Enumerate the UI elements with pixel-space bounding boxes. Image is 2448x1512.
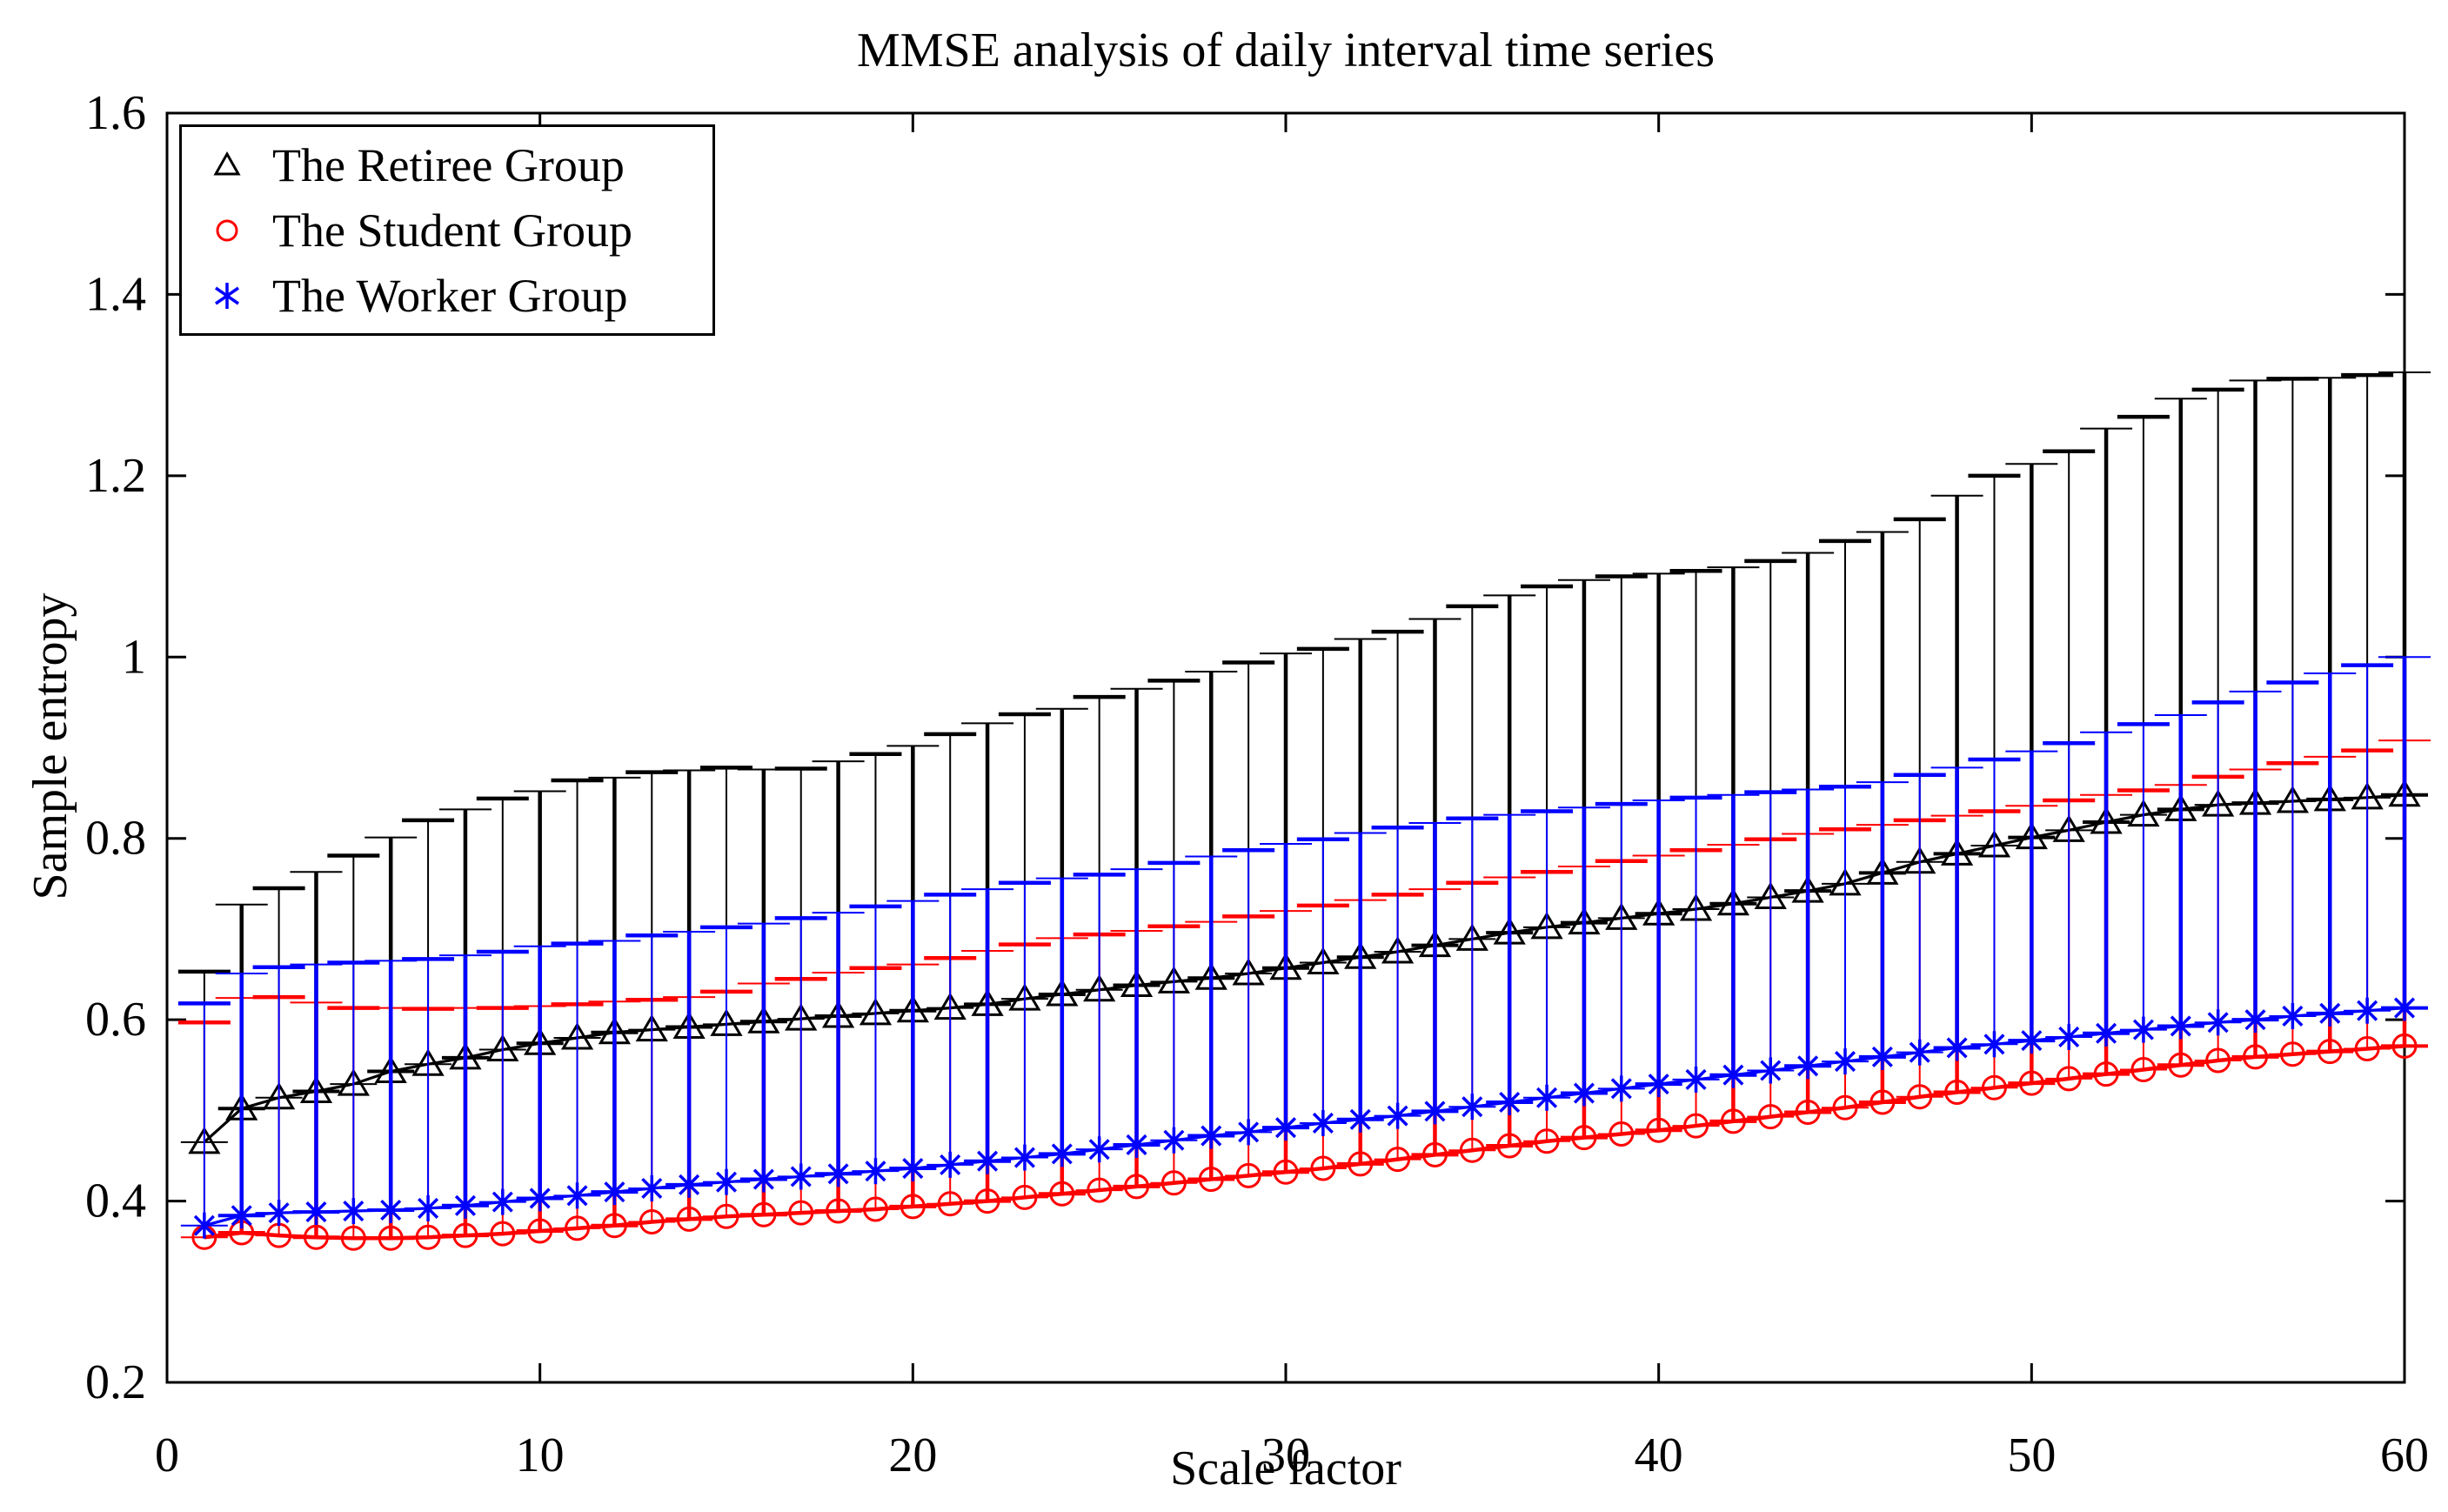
y-tick-label: 1.6	[85, 86, 146, 140]
x-tick-label: 50	[2007, 1428, 2056, 1482]
legend-label: The Student Group	[272, 204, 632, 257]
x-tick-label: 40	[1635, 1428, 1683, 1482]
y-tick-label: 1	[122, 630, 146, 684]
chart-title: MMSE analysis of daily interval time ser…	[856, 23, 1716, 77]
axis-ticks: 0 10 20 30 40 50 60 0.2 0.4 0.6 0.8 1 1.2 1.4 1.6	[85, 86, 2429, 1482]
y-tick-label: 0.2	[85, 1355, 146, 1409]
x-axis-label: Scale factor	[1170, 1442, 1401, 1495]
y-tick-label: 1.4	[85, 267, 146, 321]
legend-item-student: The Student Group	[182, 197, 712, 263]
legend-item-worker: The Worker Group	[182, 263, 712, 328]
y-tick-label: 0.6	[85, 993, 146, 1047]
circle-marker-icon	[182, 204, 272, 257]
legend-label: The Retiree Group	[272, 138, 625, 191]
legend-item-retiree: The Retiree Group	[182, 132, 712, 197]
asterisk-marker-icon	[182, 270, 272, 322]
y-tick-label: 1.2	[85, 449, 146, 503]
y-tick-label: 0.4	[85, 1174, 146, 1228]
x-tick-label: 10	[516, 1428, 565, 1482]
y-tick-label: 0.8	[85, 812, 146, 866]
y-axis-label: Sample entropy	[23, 592, 77, 900]
legend-label: The Worker Group	[272, 269, 628, 322]
x-tick-label: 60	[2380, 1428, 2429, 1482]
x-tick-label: 20	[888, 1428, 937, 1482]
triangle-marker-icon	[182, 139, 272, 191]
series-circle	[177, 739, 2431, 1251]
series-asterisk	[177, 656, 2431, 1239]
legend: The Retiree Group The Student Group	[179, 124, 715, 336]
x-tick-label: 0	[155, 1428, 179, 1482]
x-tick-label: 30	[1261, 1428, 1310, 1482]
